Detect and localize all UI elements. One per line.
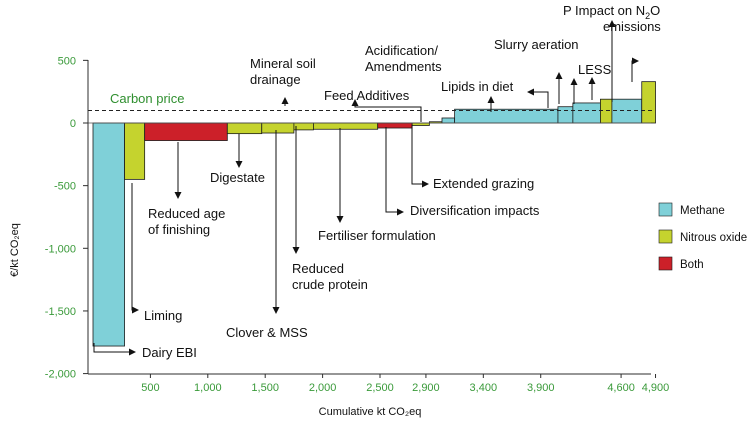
bar	[124, 122, 146, 180]
annotation-label: Fertiliser formulation	[318, 228, 436, 243]
annotation-label: Acidification/Amendments	[365, 43, 442, 74]
annotation-arrow	[411, 125, 429, 188]
annotation-label: Slurry aeration	[494, 37, 579, 52]
bar	[144, 122, 228, 141]
legend-swatch	[658, 202, 673, 217]
bar	[226, 122, 263, 135]
bar	[313, 122, 379, 130]
annotation-label: emissions	[603, 19, 661, 34]
legend: Methane Nitrous oxide Both	[658, 202, 747, 271]
x-tick-label: 2,500	[366, 382, 394, 394]
x-tick-label: 500	[141, 382, 159, 394]
y-tick-label: 0	[70, 118, 76, 130]
legend-label: Both	[680, 259, 704, 271]
annotation-arrow	[93, 343, 136, 356]
annotation-arrow	[131, 183, 139, 314]
annotation-arrow	[351, 99, 422, 122]
legend-swatch	[658, 256, 673, 271]
annotation-label: Feed Additives	[324, 88, 410, 103]
legend-swatch	[658, 229, 673, 244]
annotation-label: Reduced age of finishing	[148, 206, 225, 237]
annotation-label: Extended grazing	[433, 176, 534, 191]
annotation-label: Reduced crude protein	[292, 261, 368, 292]
x-axis-title: Cumulative kt CO₂eq	[319, 406, 422, 418]
annotation-arrow	[631, 57, 639, 82]
legend-label: Nitrous oxide	[680, 232, 747, 244]
x-tick-label: 1,000	[194, 382, 222, 394]
annotation-label: P Impact on N2O	[563, 3, 660, 21]
bar	[572, 102, 601, 124]
legend-label: Methane	[680, 205, 725, 217]
bar	[641, 81, 656, 124]
x-tick-label: 4,600	[607, 382, 635, 394]
annotation-label: Dairy EBI	[142, 345, 197, 360]
y-tick-label: -2,000	[45, 369, 76, 381]
annotation-label: LESS	[578, 62, 612, 77]
annotation-arrow	[527, 88, 549, 108]
bar	[441, 117, 456, 124]
x-tick-label: 1,500	[251, 382, 279, 394]
x-tick-label: 3,400	[470, 382, 498, 394]
y-tick-label: -500	[54, 181, 76, 193]
y-tick-label: -1,000	[45, 243, 76, 255]
carbon-price-label: Carbon price	[110, 91, 184, 106]
bar	[454, 108, 559, 124]
annotation-label: Diversification impacts	[410, 203, 540, 218]
annotation-label: Mineral soil drainage	[250, 56, 316, 87]
bar	[377, 122, 413, 129]
annotation-label: Digestate	[210, 170, 265, 185]
annotation-label: Lipids in diet	[441, 79, 514, 94]
bar	[600, 98, 613, 124]
bar	[92, 122, 125, 347]
bar	[293, 122, 314, 131]
y-axis-title: €/kt CO₂eq	[9, 223, 21, 277]
bar	[611, 98, 643, 124]
x-tick-label: 3,900	[527, 382, 555, 394]
annotation-label: Liming	[144, 308, 182, 323]
y-tick-label: 500	[58, 55, 76, 67]
bar	[261, 122, 295, 134]
annotation-arrow	[385, 127, 404, 216]
x-tick-label: 2,000	[309, 382, 337, 394]
x-tick-label: 4,900	[642, 382, 670, 394]
x-tick-label: 2,900	[412, 382, 440, 394]
y-tick-label: -1,500	[45, 306, 76, 318]
annotation-label: Clover & MSS	[226, 325, 308, 340]
bar	[557, 106, 574, 124]
